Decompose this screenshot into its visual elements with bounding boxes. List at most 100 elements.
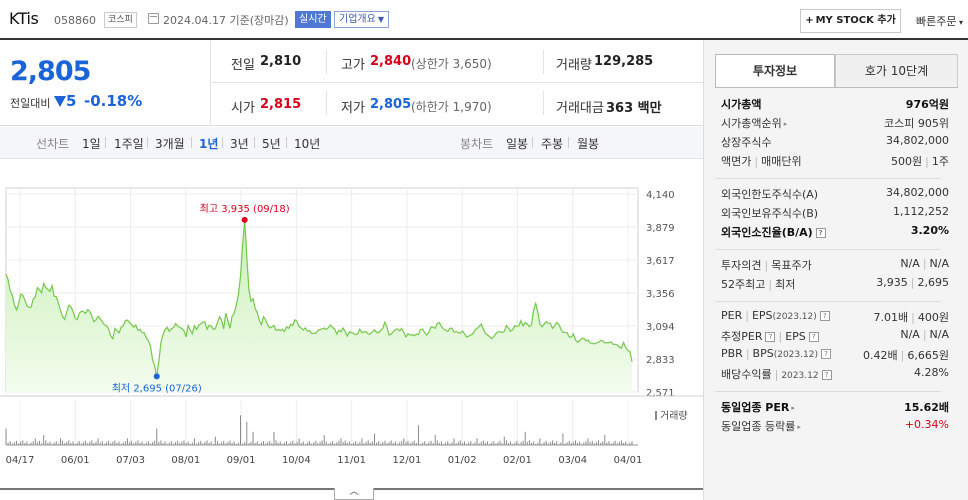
y-tick-label: 4,140 bbox=[646, 190, 675, 201]
industry-per-label[interactable]: 동일업종 PER ▸ bbox=[721, 399, 795, 415]
help-icon[interactable]: ? bbox=[808, 332, 819, 342]
change-rate: -0.18% bbox=[84, 92, 143, 110]
industry-rate-text: 동일업종 등락률 bbox=[721, 420, 796, 433]
header-divider bbox=[0, 38, 968, 40]
x-tick-label: 03/04 bbox=[558, 455, 587, 466]
help-icon[interactable]: ? bbox=[820, 349, 831, 359]
y-tick-label: 3,094 bbox=[646, 322, 675, 333]
max-label: 최고 3,935 (09/18) bbox=[200, 203, 290, 215]
week52-value: 3,935 | 2,695 bbox=[876, 276, 949, 289]
market-cap-rank-label[interactable]: 시가총액순위 ▸ bbox=[721, 115, 787, 131]
collapse-button[interactable]: ︿ bbox=[334, 488, 374, 500]
stock-name[interactable]: KTis bbox=[9, 9, 39, 28]
info-row: 추정PER? | EPS? N/A | N/A bbox=[721, 328, 949, 346]
trade-unit: 1주 bbox=[931, 155, 949, 168]
info-row: 액면가 | 매매단위 500원 | 1주 bbox=[721, 153, 949, 171]
y-tick-label: 2,571 bbox=[646, 388, 675, 399]
tab-3m[interactable]: 3개월 bbox=[155, 137, 185, 151]
divider bbox=[254, 137, 255, 148]
change-label: 전일대비 bbox=[10, 97, 51, 110]
info-row: 동일업종 등락률 ▸ +0.34% bbox=[721, 418, 949, 436]
info-row: 상장주식수 34,802,000 bbox=[721, 134, 949, 152]
x-tick-label: 09/01 bbox=[227, 455, 256, 466]
x-tick-label: 04/01 bbox=[614, 455, 643, 466]
tab-10y[interactable]: 10년 bbox=[294, 137, 321, 151]
divider bbox=[210, 82, 703, 83]
quick-order-dropdown[interactable]: 빠른주문 ▾ bbox=[916, 13, 963, 29]
tab-3y[interactable]: 3년 bbox=[230, 137, 249, 151]
open-value: 2,815 bbox=[260, 97, 302, 112]
opinion-value: N/A bbox=[900, 257, 920, 270]
y-tick-label: 3,879 bbox=[646, 223, 675, 234]
down-arrow-icon bbox=[54, 96, 66, 107]
trade-amount-label: 거래대금 bbox=[556, 101, 604, 116]
face-value: 500원 bbox=[891, 155, 923, 168]
est-per-value: N/A bbox=[900, 328, 920, 341]
divider: | bbox=[778, 330, 783, 343]
company-overview-dropdown[interactable]: 기업개요 ▼ bbox=[334, 11, 389, 28]
tab-monthly[interactable]: 월봉 bbox=[577, 137, 600, 151]
opinion-target-value: N/A | N/A bbox=[900, 257, 949, 270]
tab-1w[interactable]: 1주일 bbox=[114, 137, 144, 151]
market-cap-rank-value: 코스피 905위 bbox=[884, 117, 949, 130]
help-icon[interactable]: ? bbox=[819, 311, 830, 321]
y-tick-label: 3,356 bbox=[646, 289, 675, 300]
chevron-up-icon: ︿ bbox=[349, 487, 359, 497]
investment-info-panel: 투자정보 호가 10단계 시가총액 976억원 시가총액순위 ▸ 코스피 905위… bbox=[703, 40, 968, 500]
eps-value: 400원 bbox=[917, 311, 949, 324]
per-eps-label: PER | EPS(2023.12)? bbox=[721, 309, 830, 322]
tab-weekly[interactable]: 주봉 bbox=[541, 137, 564, 151]
x-tick-label: 12/01 bbox=[392, 455, 421, 466]
company-overview-label: 기업개요 bbox=[339, 14, 376, 25]
help-icon[interactable]: ? bbox=[821, 370, 832, 380]
tab-1d[interactable]: 1일 bbox=[82, 137, 101, 151]
divider: | bbox=[745, 309, 749, 322]
divider: | bbox=[764, 259, 769, 272]
min-label: 최저 2,695 (07/26) bbox=[112, 382, 202, 394]
foreign-hold-label: 외국인보유주식수(B) bbox=[721, 207, 819, 220]
price-chart[interactable]: 4,140 3,879 3,617 3,356 3,094 2,833 2,571 04/17… bbox=[0, 160, 703, 490]
chevron-right-icon: ▸ bbox=[791, 404, 795, 412]
base-date: 2024.04.17 기준(장마감) bbox=[163, 14, 289, 27]
divider bbox=[543, 50, 544, 74]
tab-daily[interactable]: 일봉 bbox=[506, 137, 529, 151]
tab-5y[interactable]: 5년 bbox=[262, 137, 281, 151]
help-icon[interactable]: ? bbox=[765, 332, 776, 342]
foreign-limit-value: 34,802,000 bbox=[886, 186, 949, 199]
stock-code: 058860 bbox=[54, 14, 96, 27]
pbr-bps-value: 0.42배 | 6,665원 bbox=[863, 347, 949, 363]
trade-amount-value: 363 백만 bbox=[606, 101, 662, 116]
price-summary bbox=[0, 40, 703, 126]
divider bbox=[191, 137, 192, 148]
week52-high-value: 3,935 bbox=[876, 276, 908, 289]
est-per-label: 추정PER bbox=[721, 330, 763, 343]
max-point bbox=[241, 216, 248, 223]
week52-low-value: 2,695 bbox=[917, 276, 950, 289]
help-icon[interactable]: ? bbox=[815, 228, 826, 238]
dividend-year: 2023.12 bbox=[781, 371, 819, 381]
high-label: 고가 bbox=[341, 58, 365, 73]
opinion-label: 투자의견 bbox=[721, 259, 762, 272]
face-value-label: 액면가 bbox=[721, 155, 752, 168]
chevron-right-icon: ▸ bbox=[783, 120, 788, 128]
week52-low-label: 최저 bbox=[775, 278, 796, 291]
tab-underline bbox=[715, 87, 958, 88]
my-stock-add-button[interactable]: + MY STOCK 추가 bbox=[800, 9, 901, 33]
foreign-rate-text: 외국인소진율(B/A) bbox=[721, 226, 813, 239]
industry-rate-label[interactable]: 동일업종 등락률 ▸ bbox=[721, 418, 801, 434]
tab-orderbook-10[interactable]: 호가 10단계 bbox=[835, 54, 958, 88]
divider bbox=[715, 301, 941, 302]
listed-shares-value: 34,802,000 bbox=[886, 134, 949, 147]
tab-investment-info[interactable]: 투자정보 bbox=[715, 54, 835, 88]
divider bbox=[326, 50, 327, 74]
x-tick-label: 02/01 bbox=[503, 455, 532, 466]
per-label: PER bbox=[721, 309, 743, 322]
my-stock-add-label: MY STOCK 추가 bbox=[815, 15, 896, 26]
low-label: 저가 bbox=[341, 101, 365, 116]
x-tick-label: 06/01 bbox=[61, 455, 90, 466]
market-cap-value: 976억원 bbox=[905, 98, 949, 111]
tab-1y[interactable]: 1년 bbox=[199, 137, 219, 151]
foreign-limit-label: 외국인한도주식수(A) bbox=[721, 188, 819, 201]
realtime-button[interactable]: 실시간 bbox=[295, 11, 331, 28]
x-tick-label: 08/01 bbox=[171, 455, 200, 466]
